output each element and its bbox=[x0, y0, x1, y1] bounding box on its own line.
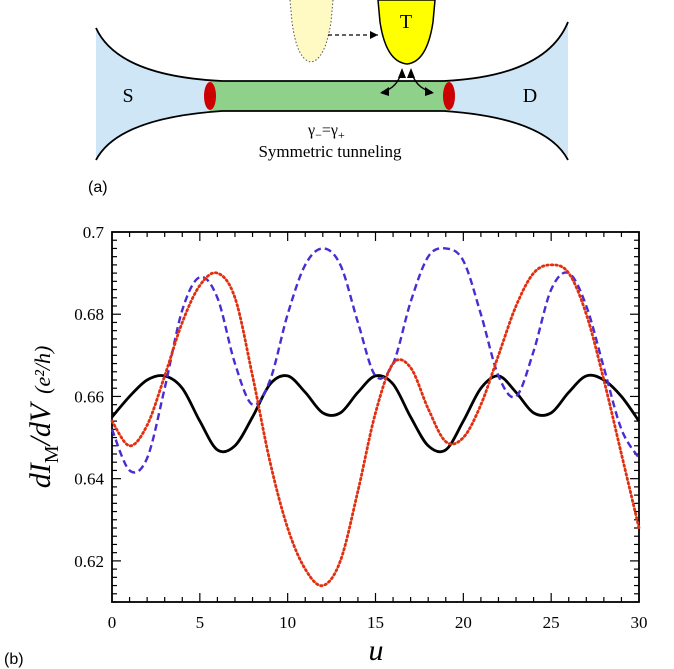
drain-label: D bbox=[523, 85, 537, 107]
tunnel-arrowhead-up-right bbox=[407, 68, 415, 78]
x-axis-label: u bbox=[369, 634, 384, 667]
series-group bbox=[110, 246, 641, 588]
y-tick-label: 0.62 bbox=[74, 552, 104, 571]
tip-label: T bbox=[400, 11, 412, 33]
series-line-solid bbox=[110, 373, 641, 454]
x-tick-label: 10 bbox=[279, 613, 296, 632]
tick-labels: 0 5 10 15 20 25 30 0.62 0.64 0.66 0.68 0.7 bbox=[74, 223, 647, 632]
y-tick-label: 0.7 bbox=[83, 223, 105, 242]
y-tick-label: 0.68 bbox=[74, 305, 104, 324]
y-axis-label: dIM/dV (e²/h) bbox=[24, 346, 63, 489]
majorana-left bbox=[204, 82, 216, 110]
gamma-minus-sub: − bbox=[315, 128, 322, 142]
tunnel-arrowhead-up-left bbox=[398, 68, 406, 78]
drain-lead bbox=[444, 22, 568, 160]
x-tick-label: 15 bbox=[367, 613, 384, 632]
x-tick-label: 0 bbox=[108, 613, 117, 632]
x-tick-label: 30 bbox=[631, 613, 648, 632]
lower-outline bbox=[95, 110, 569, 161]
tip-ghost bbox=[289, 0, 334, 63]
series-line-dashed bbox=[110, 246, 641, 474]
gamma-equals: = bbox=[322, 122, 331, 139]
series-line-dotted bbox=[110, 263, 641, 588]
x-tick-label: 20 bbox=[455, 613, 472, 632]
y-tick-label: 0.66 bbox=[74, 387, 104, 406]
tunnel-arrowhead-left bbox=[380, 87, 389, 96]
source-lead bbox=[96, 28, 222, 160]
majorana-right bbox=[443, 82, 455, 110]
y-label-rest: /dV bbox=[24, 400, 57, 447]
source-label: S bbox=[122, 85, 133, 107]
tip bbox=[377, 0, 436, 65]
y-tick-label: 0.64 bbox=[74, 470, 104, 489]
gamma-equation: γ−=γ+ bbox=[307, 122, 345, 142]
x-tick-label: 5 bbox=[196, 613, 205, 632]
plot: 0 5 10 15 20 25 30 0.62 0.64 0.66 0.68 0.7 dIM/dV (e… bbox=[4, 223, 648, 668]
gamma-plus: γ bbox=[330, 122, 338, 139]
tunnel-arrowhead-right bbox=[425, 87, 434, 96]
tip-move-arrowhead bbox=[370, 31, 378, 39]
panel-a-label: (a) bbox=[88, 179, 108, 196]
nanowire bbox=[210, 81, 450, 111]
schematic-diagram: T S D γ−=γ+ Symmetric tunneling (a) bbox=[88, 0, 569, 196]
diagram-caption: Symmetric tunneling bbox=[258, 142, 402, 161]
y-label-units: (e²/h) bbox=[30, 346, 55, 394]
y-label-main: dI bbox=[24, 461, 57, 488]
x-tick-label: 25 bbox=[543, 613, 560, 632]
panel-b-label: (b) bbox=[4, 651, 24, 668]
upper-outline bbox=[95, 21, 569, 82]
gamma-minus: γ bbox=[307, 122, 315, 139]
gamma-plus-sub: + bbox=[338, 128, 345, 142]
y-label-sub: M bbox=[41, 445, 63, 463]
